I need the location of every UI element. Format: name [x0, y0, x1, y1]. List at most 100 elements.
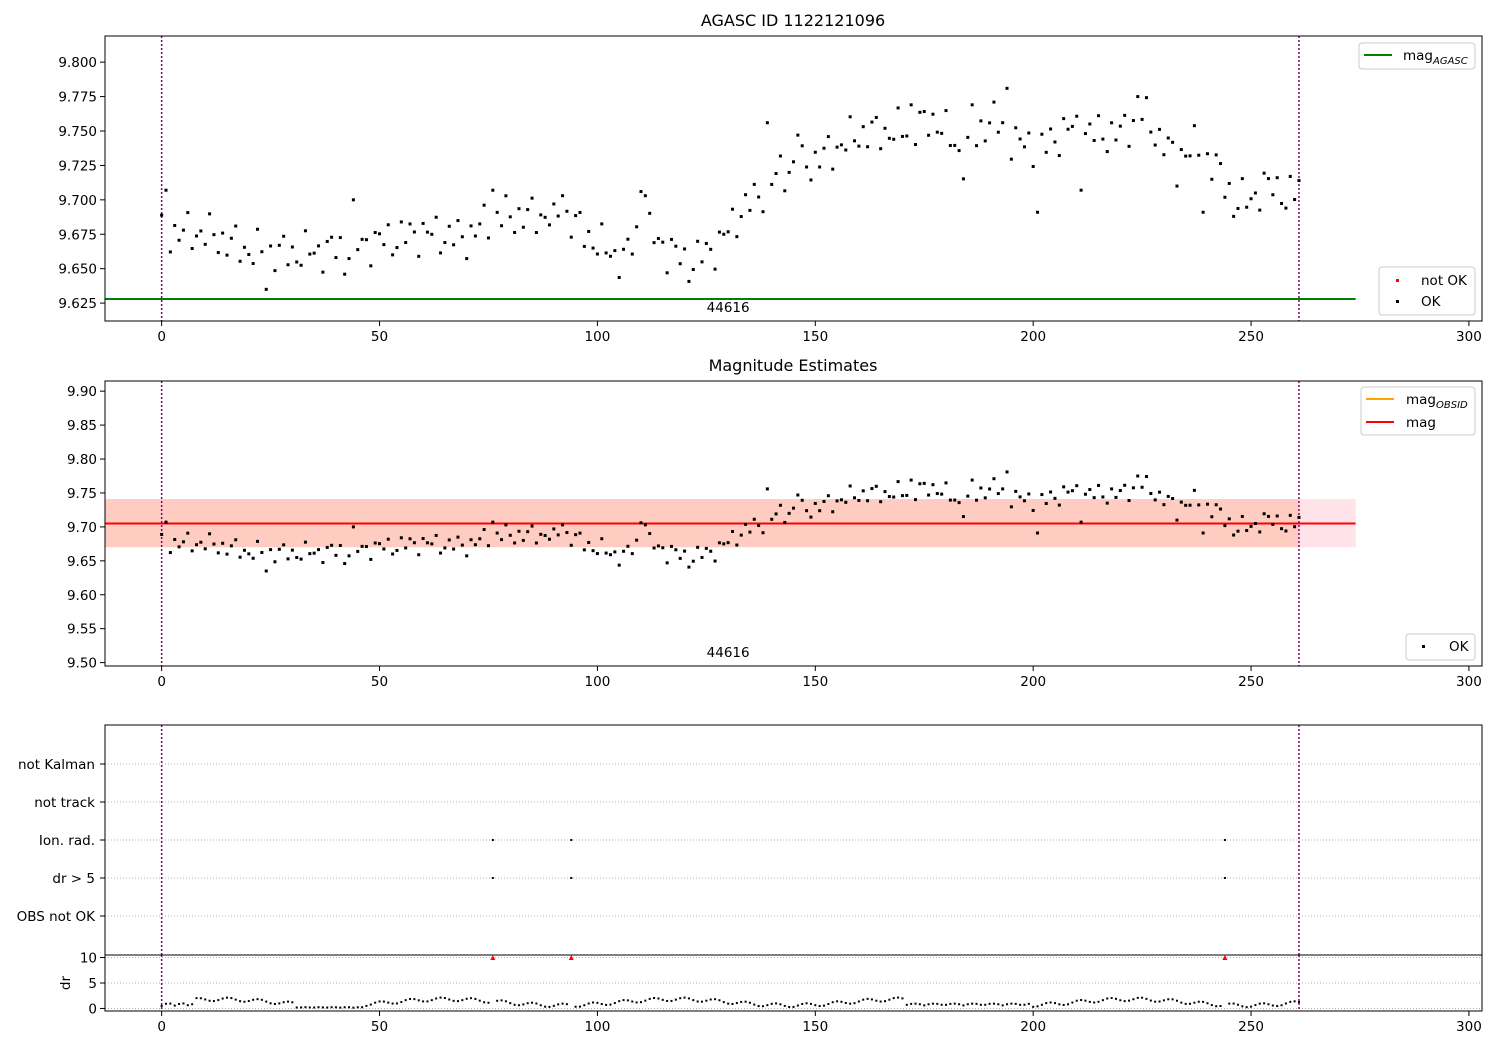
data-point-ok: [909, 478, 913, 482]
data-point-ok: [1284, 206, 1288, 210]
p4-content: [105, 955, 1482, 1011]
dr-point: [1088, 1000, 1091, 1003]
data-point-ok: [386, 537, 390, 541]
data-point-ok: [709, 549, 713, 553]
dr-point: [456, 1000, 459, 1003]
data-point-ok: [460, 543, 464, 547]
data-point-ok: [238, 259, 242, 263]
dr-point: [304, 1006, 307, 1009]
data-point-ok: [883, 490, 887, 494]
data-point-ok: [683, 549, 687, 553]
dr-point: [1271, 1004, 1274, 1007]
data-point-ok: [1040, 132, 1044, 136]
data-point-ok: [530, 196, 534, 200]
data-point-ok: [1079, 188, 1083, 192]
data-point-ok: [635, 538, 639, 542]
dr-point: [931, 1002, 934, 1005]
data-point-ok: [1131, 486, 1135, 490]
legend-not-ok: not OK: [1421, 273, 1468, 289]
data-point-ok: [1066, 127, 1070, 131]
data-point-ok: [700, 260, 704, 264]
data-point-ok: [1057, 154, 1061, 158]
p2-frame: [104, 380, 1483, 667]
data-point-ok: [582, 548, 586, 552]
dr-point: [962, 1004, 965, 1007]
data-point-ok: [500, 224, 504, 228]
data-point-ok: [391, 253, 395, 257]
data-point-ok: [500, 538, 504, 542]
data-point-ok: [473, 234, 477, 238]
data-point-ok: [1162, 153, 1166, 157]
data-point-ok: [1201, 531, 1205, 535]
dr-point: [744, 1000, 747, 1003]
data-point-ok: [391, 552, 395, 556]
dr-point: [827, 1003, 830, 1006]
data-point-ok: [1197, 153, 1201, 157]
dr-point: [369, 1003, 372, 1006]
data-point-ok: [622, 549, 626, 553]
flag-row-label: not track: [34, 795, 95, 811]
dr-point: [809, 1002, 812, 1005]
data-point-ok: [988, 487, 992, 491]
dr-point: [1171, 998, 1174, 1001]
y-tick-label: 9.65: [67, 554, 97, 570]
data-point-ok: [199, 540, 203, 544]
data-point-ok: [1205, 152, 1209, 156]
dr-point: [1280, 1004, 1283, 1007]
data-point-ok: [1001, 487, 1005, 491]
data-point-ok: [674, 548, 678, 552]
dr-point: [949, 1002, 952, 1005]
data-point-ok: [1092, 139, 1096, 143]
dr-point: [1075, 999, 1078, 1002]
data-point-ok: [1070, 489, 1074, 493]
data-point-ok: [1293, 525, 1297, 529]
data-point-ok: [168, 551, 172, 555]
dr-point: [997, 1003, 1000, 1006]
data-point-ok: [905, 493, 909, 497]
data-point-ok: [447, 538, 451, 542]
dr-point: [339, 1006, 342, 1009]
y-tick-label: 9.700: [58, 193, 97, 209]
data-point-ok: [1027, 131, 1031, 135]
data-point-ok: [826, 135, 830, 139]
y-tick-label: 5: [88, 976, 97, 992]
data-point-ok: [177, 238, 181, 242]
data-point-ok: [321, 561, 325, 565]
dr-point: [300, 1006, 303, 1009]
y-tick-label: 10: [80, 951, 97, 967]
dr-point: [195, 997, 198, 1000]
data-point-ok: [452, 547, 456, 551]
x-tick-label: 100: [585, 329, 611, 345]
dr-point: [1006, 1003, 1009, 1006]
dr-point: [783, 1004, 786, 1007]
dr-point: [696, 1000, 699, 1003]
data-point-ok: [408, 537, 412, 541]
dr-point: [574, 1005, 577, 1008]
dr-point: [1184, 1002, 1187, 1005]
dr-point: [761, 1005, 764, 1008]
data-point-ok: [739, 533, 743, 537]
x-tick-label: 150: [802, 1019, 828, 1035]
data-point-ok: [918, 110, 922, 114]
data-point-ok: [1136, 95, 1140, 99]
dr-point: [1232, 1002, 1235, 1005]
p1-y-ticks: 9.625 9.650 9.675 9.700 9.725 9.750 9.775 9.800: [58, 55, 105, 312]
data-point-ok: [648, 211, 652, 215]
data-point-ok: [1022, 499, 1026, 503]
data-point-ok: [818, 165, 822, 169]
data-point-ok: [286, 557, 290, 561]
data-point-ok: [543, 534, 547, 538]
data-point-ok: [857, 144, 861, 148]
y-tick-label: 9.50: [67, 656, 97, 672]
dr-point: [260, 998, 263, 1001]
dr-point: [212, 1000, 215, 1003]
dr-point: [674, 998, 677, 1001]
data-point-ok: [996, 130, 1000, 134]
data-point-ok: [1005, 470, 1009, 474]
dr-point: [714, 998, 717, 1001]
data-point-ok: [1118, 124, 1122, 128]
dr-point: [583, 1004, 586, 1007]
data-point-ok: [826, 494, 830, 498]
legend-ok: OK: [1421, 294, 1442, 310]
dr-axis-label: dr: [58, 975, 74, 990]
